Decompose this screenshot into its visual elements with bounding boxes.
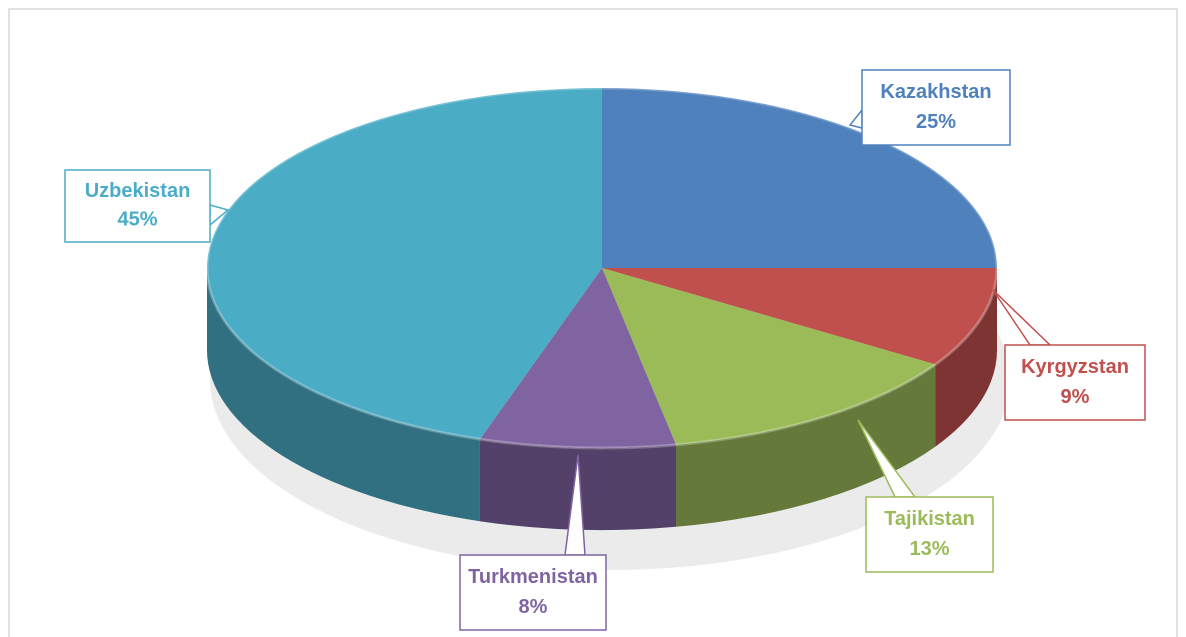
- slice-rim: [205, 86, 999, 450]
- slice: [602, 268, 936, 445]
- slice-side-shade: [935, 268, 997, 447]
- value-label: 45%: [117, 209, 157, 231]
- value-label: 13%: [909, 538, 949, 560]
- value-label: 9%: [1061, 386, 1090, 408]
- callout-box: [64, 169, 211, 243]
- slice-side-shade: [207, 268, 480, 522]
- slice: [479, 268, 677, 449]
- slice-side: [935, 268, 997, 447]
- category-label: Uzbekistan: [85, 180, 191, 202]
- callout-box: [865, 496, 994, 573]
- slice: [602, 88, 997, 268]
- slice: [206, 88, 602, 440]
- category-label: Kazakhstan: [880, 81, 991, 103]
- category-label: Kyrgyzstan: [1021, 356, 1129, 378]
- callout-box: [459, 554, 607, 631]
- slice-side: [207, 268, 480, 522]
- callout-box: [861, 69, 1011, 146]
- slice-side-shade: [676, 364, 936, 527]
- category-label: Tajikistan: [884, 508, 975, 530]
- callout-box: [1004, 344, 1146, 421]
- slice-side: [676, 364, 936, 527]
- category-label: Turkmenistan: [468, 566, 598, 588]
- value-label: 8%: [519, 596, 548, 618]
- value-label: 25%: [916, 111, 956, 133]
- slice: [602, 268, 997, 365]
